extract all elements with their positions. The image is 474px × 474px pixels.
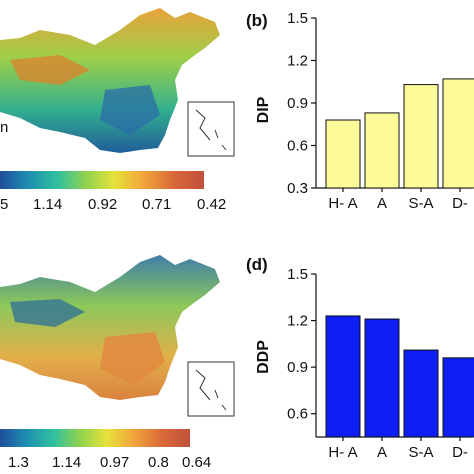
- map-panel-dip: n 5 1.14 0.92 0.71 0.42: [0, 0, 240, 237]
- south-region: [100, 332, 165, 385]
- plot-area: 0.6 0.9 1.2 1.5 H- A A S-A D-: [287, 266, 474, 461]
- x-tick-label: D-: [452, 444, 468, 461]
- y-tick-label: 0.3: [287, 180, 308, 197]
- inset-box: [187, 361, 235, 417]
- map-fragment-text: n: [0, 119, 8, 136]
- ddp-bar-chart: (d) DDP 0.6 0.9 1.2 1.5 H- A A S-A D-: [246, 255, 474, 461]
- colorbar-tick-1: 5: [0, 196, 8, 213]
- y-tick-label: 0.6: [287, 406, 308, 423]
- colorbar: [0, 429, 190, 447]
- x-tick-label: S-A: [408, 195, 433, 212]
- y-tick-label: 0.9: [287, 95, 308, 112]
- panel-label: (d): [246, 255, 268, 274]
- colorbar-tick-3: 0.97: [100, 454, 129, 471]
- north-west-region: [10, 299, 85, 327]
- colorbar-tick-5: 0.64: [182, 454, 211, 471]
- bar-d: [442, 357, 474, 438]
- ddp-map: 1.3 1.14 0.97 0.8 0.64: [0, 255, 235, 471]
- china-landmass: [0, 8, 220, 153]
- colorbar-tick-5: 0.42: [197, 196, 226, 213]
- colorbar-tick-2: 1.14: [33, 196, 62, 213]
- dip-map: n 5 1.14 0.92 0.71 0.42: [0, 8, 235, 213]
- bar-sa: [403, 84, 439, 189]
- x-tick-label: H- A: [328, 444, 357, 461]
- y-tick-label: 0.6: [287, 138, 308, 155]
- colorbar-tick-2: 1.14: [52, 454, 81, 471]
- y-tick-label: 1.5: [287, 266, 308, 283]
- colorbar-tick-4: 0.8: [148, 454, 169, 471]
- y-axis-label: DDP: [255, 340, 272, 374]
- bar-a: [364, 112, 400, 189]
- plot-area: 0.3 0.6 0.9 1.2 1.5 H- A A S-A D-: [287, 10, 474, 212]
- y-tick-label: 1.2: [287, 53, 308, 70]
- x-tick-label: H- A: [328, 195, 357, 212]
- x-tick-label: A: [377, 444, 387, 461]
- y-axis-label: DIP: [255, 96, 272, 123]
- y-tick-label: 1.2: [287, 313, 308, 330]
- desert-region: [10, 55, 90, 85]
- china-landmass: [0, 255, 220, 400]
- inset-islands: [195, 369, 227, 411]
- x-tick-label: A: [377, 195, 387, 212]
- bar-ha: [325, 119, 361, 189]
- inset-box: [187, 101, 235, 157]
- y-tick-label: 1.5: [287, 10, 308, 27]
- bar-sa: [403, 349, 439, 438]
- chart-panel-d: (d) DDP 0.6 0.9 1.2 1.5 H- A A S-A D-: [240, 237, 474, 474]
- panel-label: (b): [246, 11, 268, 30]
- colorbar: [0, 171, 204, 189]
- colorbar-tick-4: 0.71: [142, 196, 171, 213]
- colorbar-tick-1: 1.3: [8, 454, 29, 471]
- bar-a: [364, 318, 400, 438]
- map-panel-ddp: 1.3 1.14 0.97 0.8 0.64: [0, 237, 240, 474]
- y-tick-label: 0.9: [287, 359, 308, 376]
- bar-d: [442, 78, 474, 189]
- inset-islands: [195, 109, 227, 151]
- dip-bar-chart: (b) DIP 0.3 0.6 0.9 1.2 1.5 H- A A S-A D-: [246, 10, 474, 212]
- colorbar-tick-3: 0.92: [88, 196, 117, 213]
- bar-ha: [325, 315, 361, 438]
- x-tick-label: D-: [452, 195, 468, 212]
- chart-panel-b: (b) DIP 0.3 0.6 0.9 1.2 1.5 H- A A S-A D-: [240, 0, 474, 237]
- x-tick-label: S-A: [408, 444, 433, 461]
- south-region: [100, 85, 160, 135]
